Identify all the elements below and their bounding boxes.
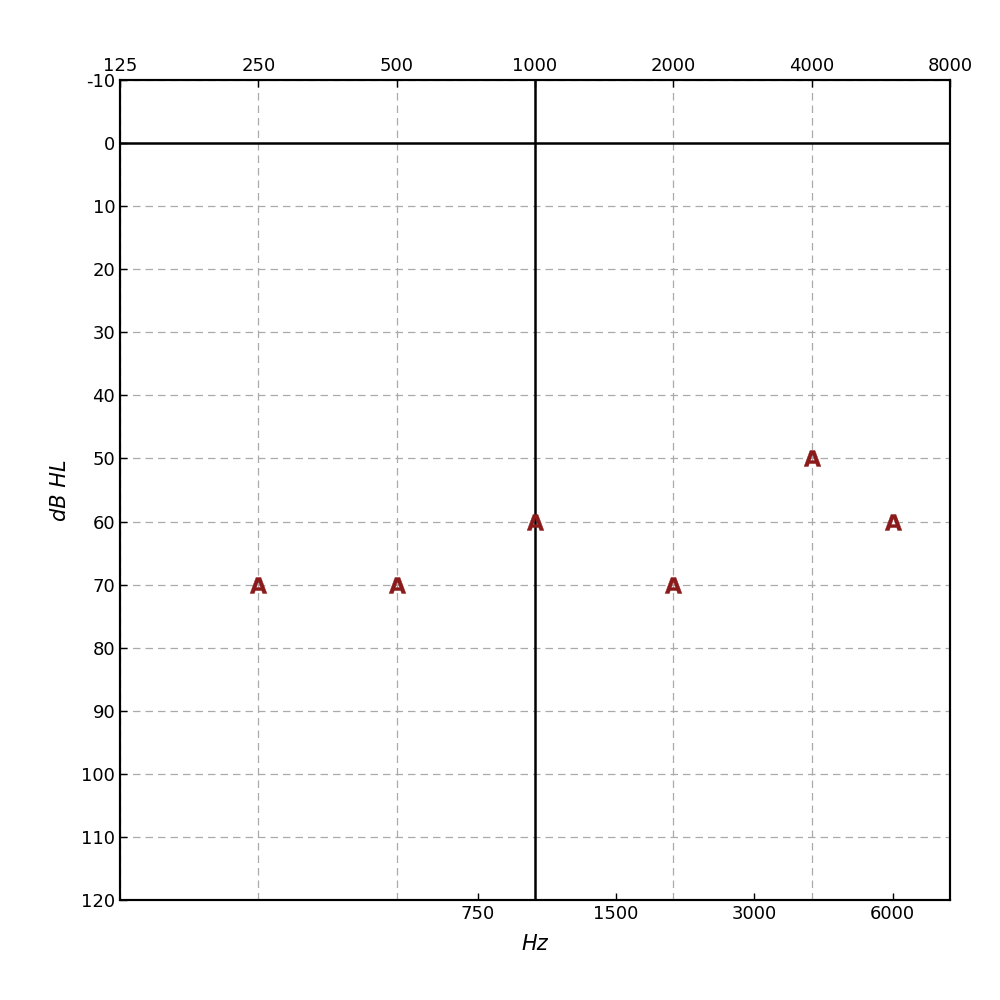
X-axis label: Hz: Hz: [522, 934, 548, 954]
Y-axis label: dB HL: dB HL: [50, 459, 70, 521]
